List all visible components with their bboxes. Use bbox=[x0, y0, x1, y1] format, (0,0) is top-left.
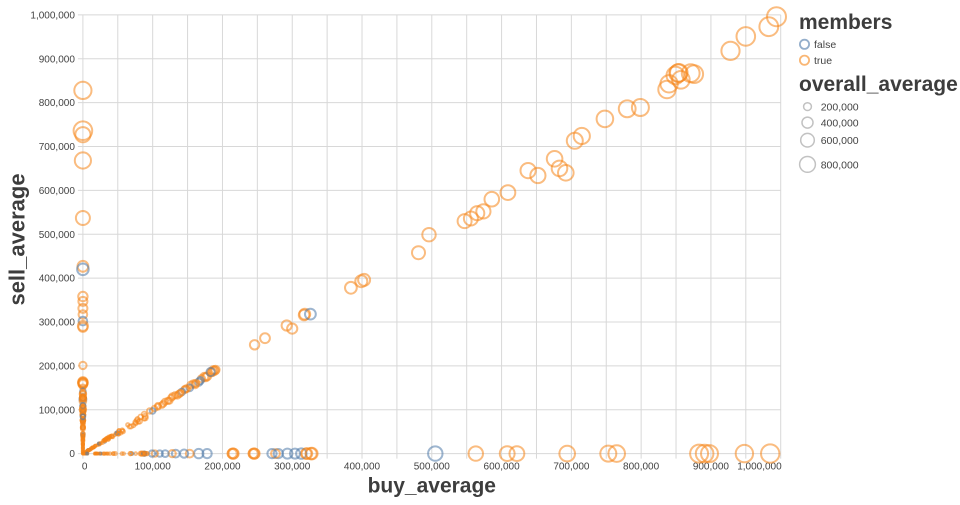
svg-text:500,000: 500,000 bbox=[39, 230, 76, 241]
svg-text:400,000: 400,000 bbox=[821, 118, 859, 130]
svg-text:1,000,000: 1,000,000 bbox=[737, 462, 782, 473]
svg-text:800,000: 800,000 bbox=[623, 462, 660, 473]
svg-text:400,000: 400,000 bbox=[39, 274, 76, 285]
svg-text:buy_average: buy_average bbox=[368, 475, 496, 498]
svg-text:600,000: 600,000 bbox=[39, 186, 76, 197]
svg-text:0: 0 bbox=[69, 449, 75, 460]
svg-text:900,000: 900,000 bbox=[693, 462, 730, 473]
svg-text:900,000: 900,000 bbox=[39, 54, 76, 65]
svg-text:400,000: 400,000 bbox=[344, 462, 381, 473]
svg-text:200,000: 200,000 bbox=[39, 362, 76, 373]
svg-text:1,000,000: 1,000,000 bbox=[30, 11, 75, 22]
svg-text:overall_average: overall_average bbox=[799, 73, 958, 96]
svg-text:200,000: 200,000 bbox=[821, 102, 859, 114]
svg-text:800,000: 800,000 bbox=[39, 98, 76, 109]
svg-text:700,000: 700,000 bbox=[553, 462, 590, 473]
svg-text:sell_average: sell_average bbox=[5, 173, 30, 305]
svg-text:false: false bbox=[814, 39, 836, 51]
svg-text:800,000: 800,000 bbox=[821, 159, 859, 171]
svg-text:true: true bbox=[814, 55, 832, 67]
svg-text:300,000: 300,000 bbox=[39, 318, 76, 329]
svg-text:600,000: 600,000 bbox=[821, 135, 859, 147]
svg-text:300,000: 300,000 bbox=[274, 462, 311, 473]
svg-text:700,000: 700,000 bbox=[39, 142, 76, 153]
svg-text:600,000: 600,000 bbox=[484, 462, 521, 473]
svg-text:members: members bbox=[799, 11, 892, 34]
svg-text:200,000: 200,000 bbox=[204, 462, 241, 473]
svg-text:500,000: 500,000 bbox=[414, 462, 451, 473]
svg-text:0: 0 bbox=[82, 462, 88, 473]
svg-text:100,000: 100,000 bbox=[39, 405, 76, 416]
svg-text:100,000: 100,000 bbox=[135, 462, 172, 473]
